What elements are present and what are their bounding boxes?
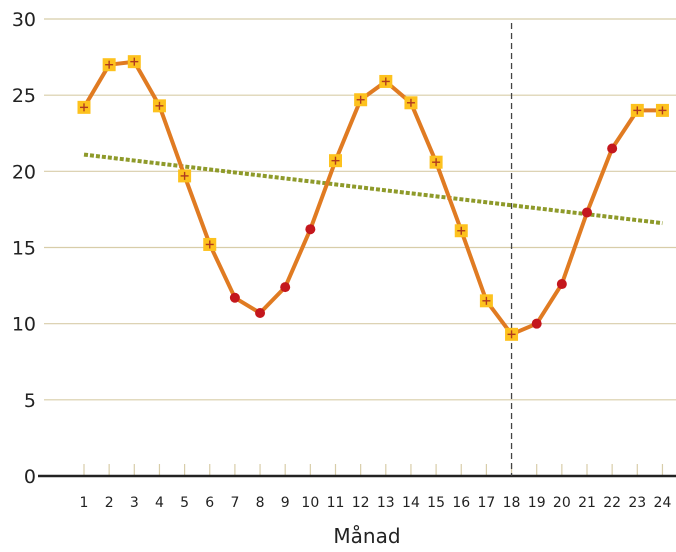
x-tick-label: 19	[528, 495, 546, 511]
y-tick-label: 25	[12, 85, 36, 107]
x-tick-label: 14	[402, 495, 420, 511]
data-markers	[77, 55, 669, 341]
x-tick-label: 2	[105, 495, 114, 511]
x-tick-label: 5	[180, 495, 189, 511]
data-point-square	[404, 96, 418, 110]
data-point-square	[354, 93, 368, 107]
data-point-circle	[229, 292, 240, 303]
y-tick-label: 15	[12, 238, 36, 260]
trend-line-layer	[83, 152, 663, 226]
x-tick-label: 4	[155, 495, 164, 511]
data-point-circle	[607, 143, 618, 154]
y-tick-label: 30	[12, 9, 36, 31]
data-point-square	[505, 327, 519, 341]
data-point-circle	[582, 207, 592, 218]
x-tick-label: 13	[377, 495, 395, 511]
data-point-square	[479, 294, 493, 308]
x-tick-label: 7	[230, 495, 239, 511]
x-tick-label: 18	[503, 495, 521, 511]
x-tick-label: 23	[628, 495, 646, 511]
series-line-layer	[82, 59, 663, 337]
data-point-square	[630, 103, 644, 117]
x-tick-label: 11	[327, 495, 345, 511]
data-point-square	[379, 74, 393, 88]
data-point-square	[127, 55, 141, 69]
x-axis-ticks: 1 2 3 4 5 6 7 8 9 10 11 12 13 14 15 16 17 18 19 20 21 22 23 24	[80, 464, 672, 511]
y-tick-label: 0	[24, 466, 36, 488]
data-point-square	[203, 237, 217, 251]
data-point-square	[178, 169, 192, 183]
y-tick-label: 5	[24, 390, 36, 412]
data-point-circle	[280, 282, 291, 293]
x-tick-label: 22	[603, 495, 621, 511]
x-tick-label: 24	[654, 495, 672, 511]
data-point-circle	[305, 224, 316, 235]
data-point-square	[329, 154, 342, 168]
x-tick-label: 6	[205, 495, 214, 511]
y-axis-ticks: 0 5 10 15 20 25 30	[12, 9, 36, 488]
x-tick-label: 9	[281, 495, 290, 511]
y-tick-label: 20	[12, 161, 36, 183]
y-tick-label: 10	[12, 314, 36, 336]
x-tick-label: 15	[427, 495, 445, 511]
gridlines	[44, 18, 676, 401]
x-tick-label: 8	[256, 495, 265, 511]
data-point-circle	[556, 279, 567, 290]
data-point-square	[152, 99, 166, 113]
x-tick-label: 10	[301, 495, 319, 511]
x-axis-label: Månad	[333, 524, 400, 547]
data-point-square	[102, 58, 116, 72]
x-tick-label: 12	[352, 495, 370, 511]
x-tick-label: 17	[477, 495, 495, 511]
x-tick-label: 1	[80, 495, 89, 511]
trend-line	[83, 152, 663, 226]
x-tick-label: 16	[452, 495, 470, 511]
data-point-square	[77, 100, 91, 114]
data-point-square	[655, 103, 669, 117]
x-tick-label: 20	[553, 495, 571, 511]
x-tick-label: 21	[578, 495, 596, 511]
x-tick-label: 3	[130, 495, 139, 511]
data-point-circle	[255, 308, 266, 319]
data-point-square	[454, 224, 468, 238]
data-point-square	[429, 155, 443, 169]
series-line	[82, 59, 663, 337]
data-point-circle	[531, 318, 542, 329]
